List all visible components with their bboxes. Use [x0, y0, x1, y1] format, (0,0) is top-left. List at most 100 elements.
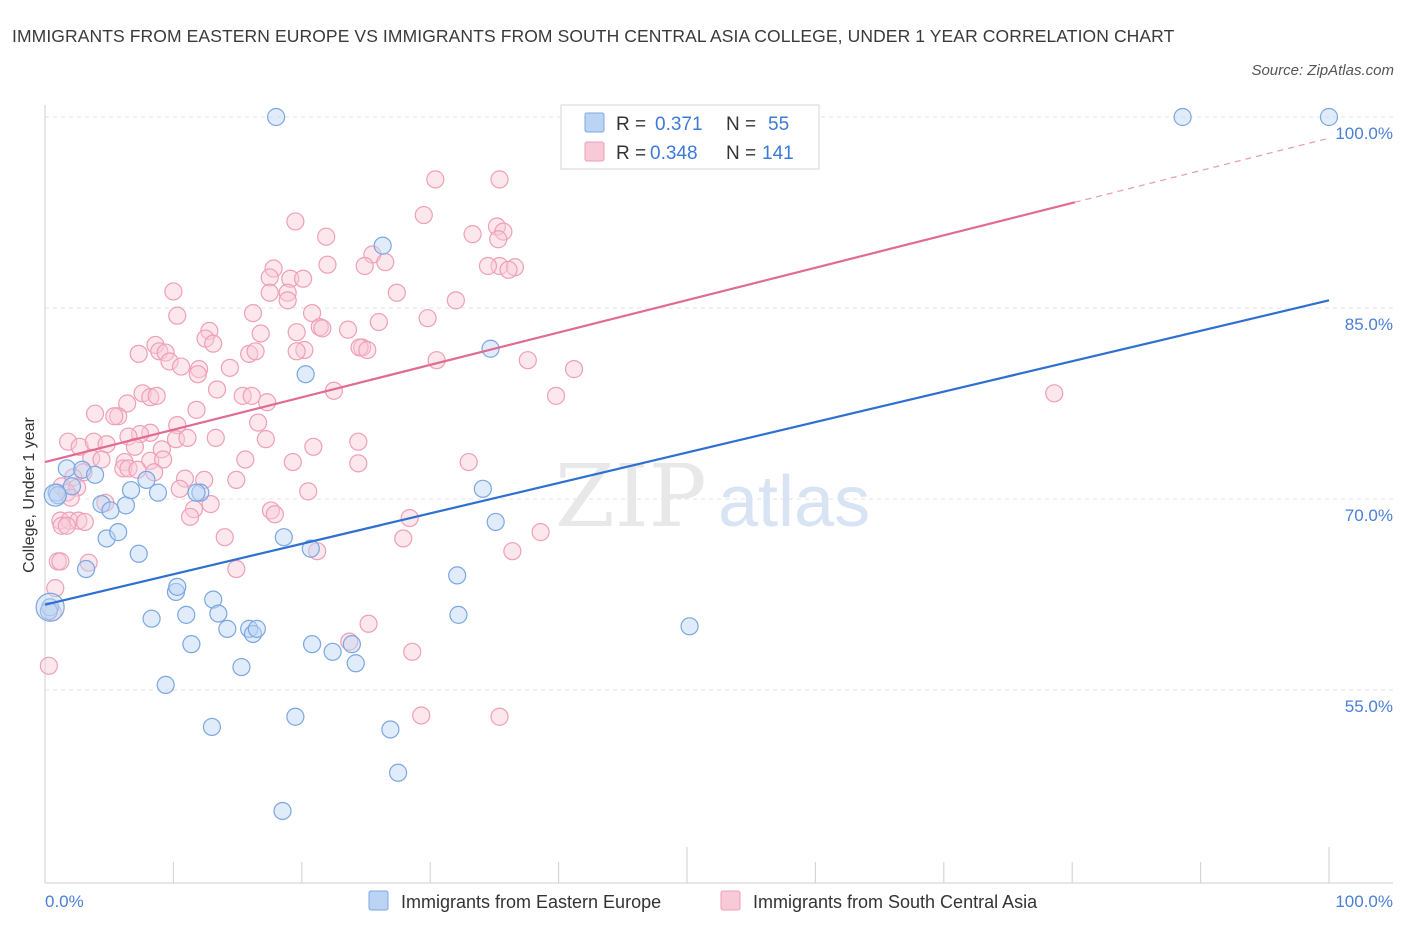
pink-point [249, 413, 268, 432]
pink-point [166, 430, 186, 449]
blue-point [97, 529, 116, 548]
pink-point [201, 494, 220, 514]
y-axis-label: College, Under 1 year [21, 417, 38, 573]
blue-point [1173, 107, 1192, 127]
blue-point-cluster [43, 483, 67, 507]
pink-point [46, 579, 65, 598]
watermark-atlas: atlas [718, 462, 870, 542]
legend-n-label: N = [726, 114, 756, 135]
pink-point [463, 225, 482, 244]
blue-point [274, 528, 293, 547]
pink-point [283, 452, 302, 472]
blue-point [204, 590, 223, 609]
pink-point [39, 656, 58, 675]
pink-point [503, 542, 522, 561]
y-tick-label: 100.0% [1335, 124, 1393, 143]
pink-point [227, 559, 246, 579]
pink-point [220, 358, 239, 377]
trend-line-extension [1074, 137, 1330, 203]
blue-point [137, 470, 156, 489]
pink-point [251, 324, 270, 343]
trend-line-south-central-asia [44, 201, 1076, 464]
pink-point [490, 707, 509, 726]
pink-point [369, 312, 388, 332]
pink-point [207, 380, 227, 399]
blue-point [101, 501, 120, 520]
bottom-legend-label-eastern-europe: Immigrants from Eastern Europe [401, 892, 661, 912]
pink-point [418, 309, 437, 328]
blue-point-cluster [35, 592, 65, 622]
blue-point [85, 465, 105, 484]
pink-point [302, 303, 322, 323]
series-south-central-asia-points [39, 170, 1064, 726]
x-tick-marks [172, 847, 1330, 883]
blue-point [121, 480, 141, 500]
blue-point [680, 617, 699, 636]
pink-point [293, 269, 313, 288]
pink-point [175, 469, 195, 488]
pink-point [265, 505, 284, 524]
pink-point [281, 269, 300, 288]
blue-point [389, 763, 408, 782]
series-legend: Immigrants from Eastern Europe Immigrant… [368, 890, 1038, 912]
blue-point [182, 635, 201, 654]
x-tick-label-max: 100.0% [1335, 892, 1393, 911]
legend-n-value-pink: 141 [762, 143, 794, 164]
pink-point [376, 253, 395, 272]
blue-point [209, 604, 228, 623]
pink-point [359, 614, 378, 633]
pink-point [160, 352, 179, 371]
pink-point [446, 291, 465, 310]
pink-point [299, 482, 318, 501]
pink-point [105, 407, 124, 426]
pink-point [168, 306, 187, 325]
pink-point [264, 259, 283, 278]
trend-line-eastern-europe [44, 299, 1330, 606]
pink-point [145, 463, 164, 482]
pink-point [51, 552, 70, 571]
blue-point [273, 801, 292, 821]
blue-point [373, 236, 392, 255]
pink-point [287, 323, 306, 342]
blue-point [486, 512, 505, 532]
blue-point [301, 539, 320, 558]
blue-point [218, 619, 237, 638]
pink-point [114, 459, 133, 478]
blue-point [381, 720, 400, 739]
blue-point [302, 635, 322, 654]
y-tick-label: 85.0% [1345, 315, 1393, 334]
pink-point [278, 291, 297, 310]
pink-point [147, 386, 166, 405]
pink-point [206, 428, 225, 447]
series-eastern-europe-points [35, 107, 1339, 821]
grid-lines [45, 116, 1393, 691]
x-tick-label-min: 0.0% [45, 892, 84, 911]
pink-point [518, 351, 537, 370]
blue-point [323, 642, 342, 661]
legend-n-label: N = [726, 143, 756, 164]
blue-point [191, 483, 210, 502]
legend-r-label: R = [616, 114, 646, 135]
pink-point [358, 340, 377, 360]
pink-point [1045, 384, 1064, 403]
pink-point [414, 205, 433, 225]
y-tick-labels: 55.0% 70.0% 85.0% 100.0% [1335, 124, 1393, 716]
pink-point [338, 320, 358, 339]
pink-point [227, 470, 246, 489]
pink-point [164, 282, 183, 301]
source-credit: Source: ZipAtlas.com [1251, 62, 1394, 79]
blue-point [116, 496, 135, 515]
pink-point [156, 343, 175, 362]
legend-swatch-blue [584, 112, 605, 133]
axes [44, 105, 1393, 884]
blue-point [92, 494, 111, 514]
pink-point [246, 342, 265, 361]
pink-point [243, 303, 263, 323]
pink-point [69, 511, 88, 530]
pink-point [340, 632, 359, 651]
pink-point [141, 388, 160, 407]
blue-point [286, 707, 305, 726]
legend-n-value-blue: 55 [768, 114, 789, 135]
pink-point [109, 407, 128, 426]
